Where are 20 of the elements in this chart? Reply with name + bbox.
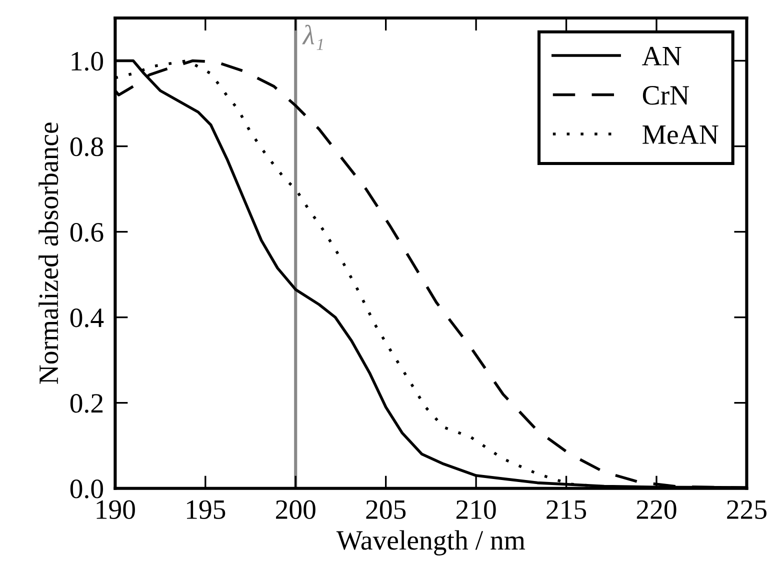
x-tick-label: 200 bbox=[276, 500, 316, 520]
y-axis-title: Normalized absorbance bbox=[38, 122, 58, 384]
legend-label: MeAN bbox=[642, 125, 718, 144]
x-axis-title: Wavelength / nm bbox=[336, 530, 526, 556]
x-tick-label: 215 bbox=[546, 500, 586, 520]
y-tick-label: 0.8 bbox=[70, 137, 104, 156]
x-tick-label: 190 bbox=[96, 500, 135, 520]
x-tick-label: 225 bbox=[727, 500, 766, 520]
y-tick-label: 0.2 bbox=[70, 394, 103, 413]
legend-label: AN bbox=[642, 46, 682, 66]
x-tick-label: 220 bbox=[636, 500, 676, 520]
x-tick-label: 205 bbox=[366, 500, 406, 520]
x-tick-label: 210 bbox=[456, 500, 496, 520]
y-tick-label: 1.0 bbox=[72, 52, 104, 71]
ref-line-label: λ₁ bbox=[302, 24, 323, 50]
y-tick-label: 0.6 bbox=[70, 222, 104, 242]
y-tick-label: 0.0 bbox=[70, 480, 104, 498]
x-tick-label: 195 bbox=[187, 500, 226, 520]
legend-label: CrN bbox=[642, 86, 689, 105]
y-tick-label: 0.4 bbox=[70, 308, 104, 328]
